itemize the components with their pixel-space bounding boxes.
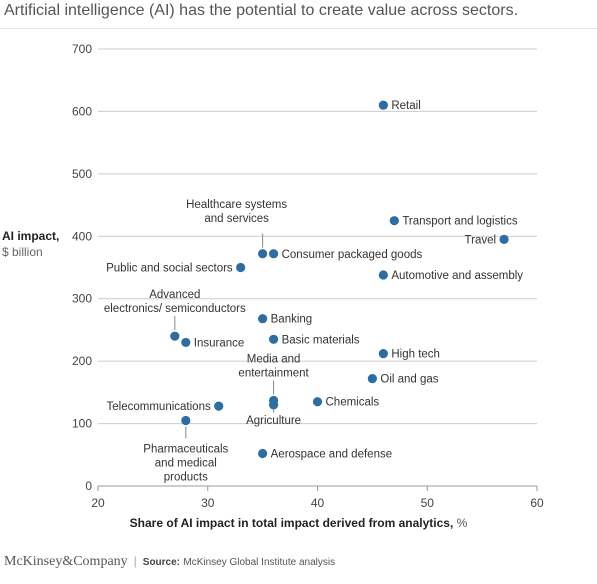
- data-point-label: Advanced electronics/ semiconductors: [104, 289, 246, 315]
- data-point-label: Telecommunications: [107, 401, 211, 413]
- data-point: [378, 349, 388, 359]
- data-point-label: Automotive and assembly: [391, 270, 523, 282]
- y-tick-label: 500: [72, 167, 92, 181]
- data-point: [269, 334, 279, 344]
- y-tick-label: 0: [85, 479, 92, 493]
- footer-separator: |: [133, 554, 137, 568]
- data-point-label: Retail: [391, 100, 420, 112]
- data-point-label: Public and social sectors: [106, 263, 233, 275]
- title-divider: [0, 28, 597, 29]
- x-axis-label-unit: %: [456, 516, 468, 530]
- y-tick-label: 100: [72, 417, 92, 431]
- data-point: [269, 400, 279, 410]
- data-point: [389, 216, 399, 226]
- data-point: [378, 100, 388, 110]
- data-point: [258, 448, 268, 459]
- x-tick-label: 20: [91, 496, 105, 510]
- footer: McKinsey&Company | Source: McKinsey Global…: [4, 554, 335, 570]
- y-axis-label-title: AI impact,: [2, 229, 60, 243]
- data-point: [499, 234, 509, 245]
- data-point-label: Basic materials: [282, 334, 360, 346]
- data-point-label: Chemicals: [326, 397, 380, 409]
- data-point-label: Travel: [465, 234, 497, 246]
- data-point: [236, 262, 246, 273]
- data-point-label: Consumer packaged goods: [282, 249, 423, 261]
- data-point: [258, 249, 268, 259]
- y-axis-label-unit: $ billion: [2, 245, 43, 259]
- y-tick-label: 600: [72, 104, 92, 118]
- data-point-label: Transport and logistics: [402, 216, 518, 228]
- data-point-label: Healthcare systems and services: [186, 199, 287, 225]
- data-point: [312, 397, 323, 407]
- data-point: [214, 401, 224, 411]
- data-point-label: Aerospace and defense: [271, 449, 392, 461]
- data-point: [269, 249, 279, 259]
- brand-logo: McKinsey&Company: [4, 554, 128, 569]
- y-tick-label: 700: [72, 42, 92, 56]
- data-point-label: High tech: [391, 349, 440, 361]
- x-tick-label: 30: [201, 496, 215, 510]
- data-point-label: Banking: [271, 314, 313, 326]
- x-tick-label: 60: [530, 496, 544, 510]
- source-label: Source:: [142, 557, 181, 568]
- data-point: [181, 415, 191, 426]
- y-tick-label: 400: [72, 229, 92, 243]
- y-tick-label: 300: [72, 292, 92, 306]
- data-point: [170, 331, 180, 341]
- y-tick-label: 200: [72, 354, 92, 368]
- data-point: [367, 374, 377, 384]
- x-axis-label: Share of AI impact in total impact deriv…: [0, 516, 597, 530]
- x-axis-label-title: Share of AI impact in total impact deriv…: [129, 516, 454, 530]
- data-point-label: Agriculture: [246, 415, 301, 427]
- data-point-label: Media and entertainment: [238, 353, 309, 379]
- data-point: [181, 337, 191, 348]
- data-point: [378, 270, 388, 280]
- x-tick-label: 40: [311, 496, 325, 510]
- data-point-label: Oil and gas: [380, 374, 438, 386]
- source-text: McKinsey Global Institute analysis: [183, 557, 336, 568]
- chart-title: Artificial intelligence (AI) has the pot…: [4, 2, 519, 19]
- data-point-label: Pharmaceuticals and medical products: [143, 443, 228, 483]
- data-point: [258, 314, 268, 324]
- data-point-label: Insurance: [194, 337, 245, 349]
- x-tick-label: 50: [421, 496, 435, 510]
- y-axis-label: AI impact, $ billion: [2, 228, 59, 260]
